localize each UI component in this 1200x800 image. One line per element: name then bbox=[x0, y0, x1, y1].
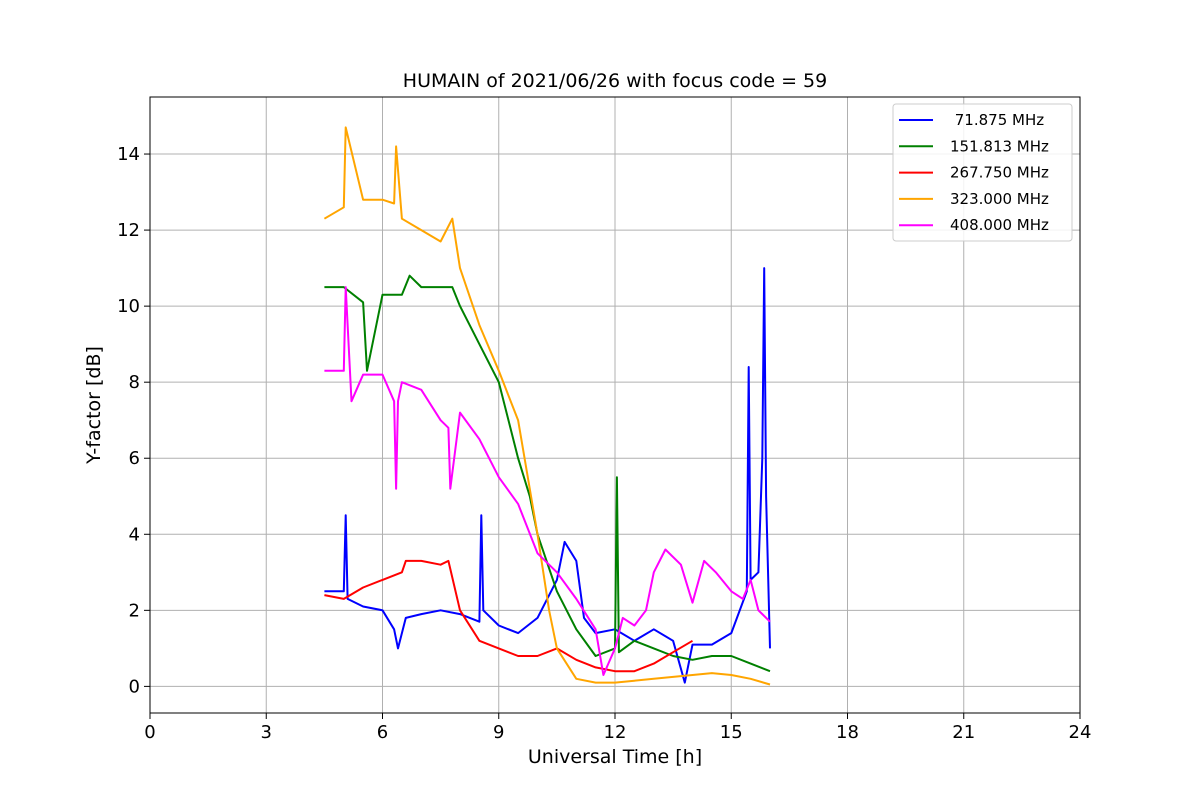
legend-label: 267.750 MHz bbox=[950, 164, 1049, 182]
x-tick-label: 24 bbox=[1069, 722, 1092, 743]
chart-title: HUMAIN of 2021/06/26 with focus code = 5… bbox=[403, 70, 827, 92]
legend-label: 408.000 MHz bbox=[950, 216, 1049, 234]
x-tick-label: 6 bbox=[377, 722, 388, 743]
x-tick-label: 15 bbox=[720, 722, 743, 743]
legend-label: 71.875 MHz bbox=[950, 111, 1044, 129]
y-tick-label: 2 bbox=[129, 600, 140, 621]
series-line-3 bbox=[323, 126, 771, 686]
x-tick-label: 0 bbox=[144, 722, 155, 743]
y-tick-label: 14 bbox=[117, 144, 140, 165]
y-tick-label: 10 bbox=[117, 296, 140, 317]
series-line-2 bbox=[324, 559, 694, 673]
series-line-4 bbox=[324, 286, 771, 676]
y-tick-label: 0 bbox=[129, 676, 140, 697]
x-tick-label: 9 bbox=[493, 722, 504, 743]
y-tick-label: 12 bbox=[117, 220, 140, 241]
legend-label: 323.000 MHz bbox=[950, 190, 1049, 208]
x-tick-label: 21 bbox=[952, 722, 975, 743]
y-tick-label: 6 bbox=[129, 448, 140, 469]
x-axis-title: Universal Time [h] bbox=[528, 746, 702, 768]
x-tick-label: 3 bbox=[261, 722, 272, 743]
x-tick-label: 12 bbox=[604, 722, 627, 743]
y-axis-title: Y-factor [dB] bbox=[83, 346, 105, 465]
legend: 71.875 MHz 151.813 MHz 267.750 MHz 323.000 … bbox=[892, 103, 1073, 242]
series-line-0 bbox=[324, 267, 771, 684]
legend-label: 151.813 MHz bbox=[950, 137, 1049, 155]
series-layer bbox=[323, 126, 771, 686]
y-tick-label: 4 bbox=[129, 524, 140, 545]
legend-box bbox=[892, 103, 1073, 242]
y-tick-label: 8 bbox=[129, 372, 140, 393]
x-tick-label: 18 bbox=[836, 722, 859, 743]
